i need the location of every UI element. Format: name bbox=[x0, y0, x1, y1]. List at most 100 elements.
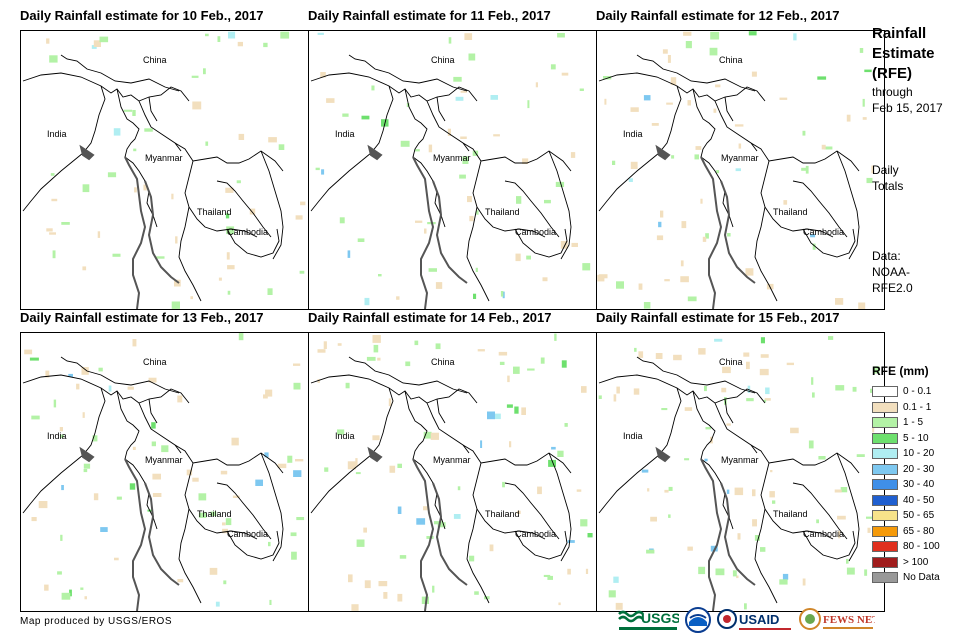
rainfall-cell bbox=[722, 366, 731, 374]
legend-label: 50 - 65 bbox=[903, 510, 935, 522]
country-border bbox=[548, 150, 572, 260]
rainfall-cell bbox=[223, 580, 227, 585]
rainfall-cell bbox=[579, 88, 584, 91]
rainfall-cell bbox=[291, 551, 297, 560]
rainfall-cell bbox=[93, 40, 101, 47]
rainfall-cell bbox=[846, 114, 851, 122]
country-label-china: China bbox=[719, 55, 743, 65]
rainfall-cell bbox=[161, 445, 169, 453]
coastline bbox=[700, 458, 723, 611]
rainfall-cell bbox=[192, 101, 202, 110]
rainfall-cell bbox=[129, 483, 136, 490]
country-label-thailand: Thailand bbox=[197, 207, 232, 217]
rainfall-cell bbox=[152, 493, 162, 497]
rainfall-cell bbox=[209, 567, 218, 575]
rainfall-cell bbox=[83, 469, 88, 473]
rainfall-cell bbox=[351, 604, 359, 611]
rainfall-cell bbox=[493, 134, 500, 137]
rainfall-cell bbox=[59, 427, 63, 432]
rainfall-cell bbox=[143, 184, 147, 191]
rainfall-cell bbox=[300, 201, 306, 206]
totals-line: Totals bbox=[872, 179, 904, 193]
rainfall-cell bbox=[339, 217, 345, 224]
rainfall-cell bbox=[680, 260, 684, 267]
rainfall-cell bbox=[238, 133, 245, 140]
rainfall-cell bbox=[759, 368, 769, 376]
rainfall-cell bbox=[287, 455, 293, 463]
country-border bbox=[598, 72, 766, 102]
rainfall-cell bbox=[487, 411, 495, 420]
rainfall-cell bbox=[554, 333, 557, 341]
data-source-line: Data: bbox=[872, 249, 901, 263]
rainfall-cell bbox=[225, 187, 234, 193]
rainfall-cell bbox=[112, 253, 121, 257]
rainfall-cell bbox=[684, 407, 693, 411]
rainfall-cell bbox=[293, 470, 302, 477]
rainfall-cell bbox=[694, 154, 699, 160]
rainfall-cell bbox=[866, 177, 873, 184]
rainfall-cell bbox=[616, 386, 620, 394]
rainfall-cell bbox=[646, 549, 655, 554]
rainfall-cell bbox=[816, 519, 819, 524]
rainfall-cell bbox=[267, 288, 273, 295]
rainfall-cell bbox=[435, 343, 441, 350]
legend-swatch bbox=[872, 386, 898, 398]
rainfall-cell bbox=[567, 568, 571, 575]
legend-item: 1 - 5 bbox=[872, 415, 964, 431]
rainfall-cell bbox=[544, 199, 551, 204]
rainfall-cell bbox=[299, 270, 305, 274]
rainfall-cell bbox=[576, 489, 582, 492]
rainfall-cell bbox=[540, 357, 545, 364]
rainfall-cell bbox=[190, 296, 193, 300]
rainfall-cell bbox=[321, 169, 325, 175]
rainfall-cell bbox=[232, 495, 240, 498]
rainfall-cell bbox=[687, 546, 693, 551]
rainfall-cell bbox=[570, 152, 576, 158]
rainfall-cell bbox=[464, 33, 473, 40]
rainfall-cell bbox=[236, 180, 241, 184]
rainfall-cell bbox=[337, 343, 342, 346]
country-border bbox=[436, 398, 446, 424]
country-border bbox=[260, 452, 284, 562]
rainfall-cell bbox=[134, 187, 137, 193]
rainfall-cell bbox=[840, 487, 848, 493]
rainfall-cell bbox=[434, 521, 443, 525]
country-border bbox=[116, 88, 158, 228]
rainfall-cell bbox=[263, 42, 268, 48]
rainfall-cell bbox=[760, 337, 765, 344]
rainfall-cell bbox=[687, 100, 691, 106]
country-border bbox=[436, 96, 446, 122]
rainfall-cell bbox=[227, 265, 235, 270]
rainfall-cell bbox=[29, 357, 39, 361]
rainfall-cell bbox=[52, 250, 56, 259]
country-label-thailand: Thailand bbox=[773, 509, 808, 519]
rainfall-cell bbox=[612, 160, 616, 165]
totals-line: Daily bbox=[872, 163, 899, 177]
rainfall-cell bbox=[650, 516, 657, 522]
country-border bbox=[310, 387, 394, 514]
rainfall-cell bbox=[782, 573, 789, 580]
country-label-india: India bbox=[47, 129, 67, 139]
legend-item: 50 - 65 bbox=[872, 508, 964, 524]
coastline bbox=[367, 446, 383, 463]
country-label-cambodia: Cambodia bbox=[515, 227, 556, 237]
rainfall-cell bbox=[342, 113, 349, 117]
country-border bbox=[724, 96, 734, 122]
rainfall-cell bbox=[535, 82, 538, 88]
legend-label: 80 - 100 bbox=[903, 541, 940, 553]
rainfall-cell bbox=[871, 165, 874, 174]
rainfall-cell bbox=[557, 33, 565, 38]
rainfall-cell bbox=[225, 213, 230, 219]
rainfall-cell bbox=[364, 580, 371, 589]
rainfall-cell bbox=[423, 506, 428, 511]
country-label-cambodia: Cambodia bbox=[803, 227, 844, 237]
rainfall-cell bbox=[155, 256, 165, 259]
through-label: through bbox=[872, 85, 913, 99]
rainfall-cell bbox=[480, 440, 483, 448]
legend-label: 1 - 5 bbox=[903, 417, 924, 429]
rainfall-cell bbox=[760, 354, 769, 358]
rfe-title-line: (RFE) bbox=[872, 65, 912, 82]
rainfall-cell bbox=[355, 458, 358, 466]
rainfall-cell bbox=[389, 465, 396, 473]
legend-item: 10 - 20 bbox=[872, 446, 964, 462]
